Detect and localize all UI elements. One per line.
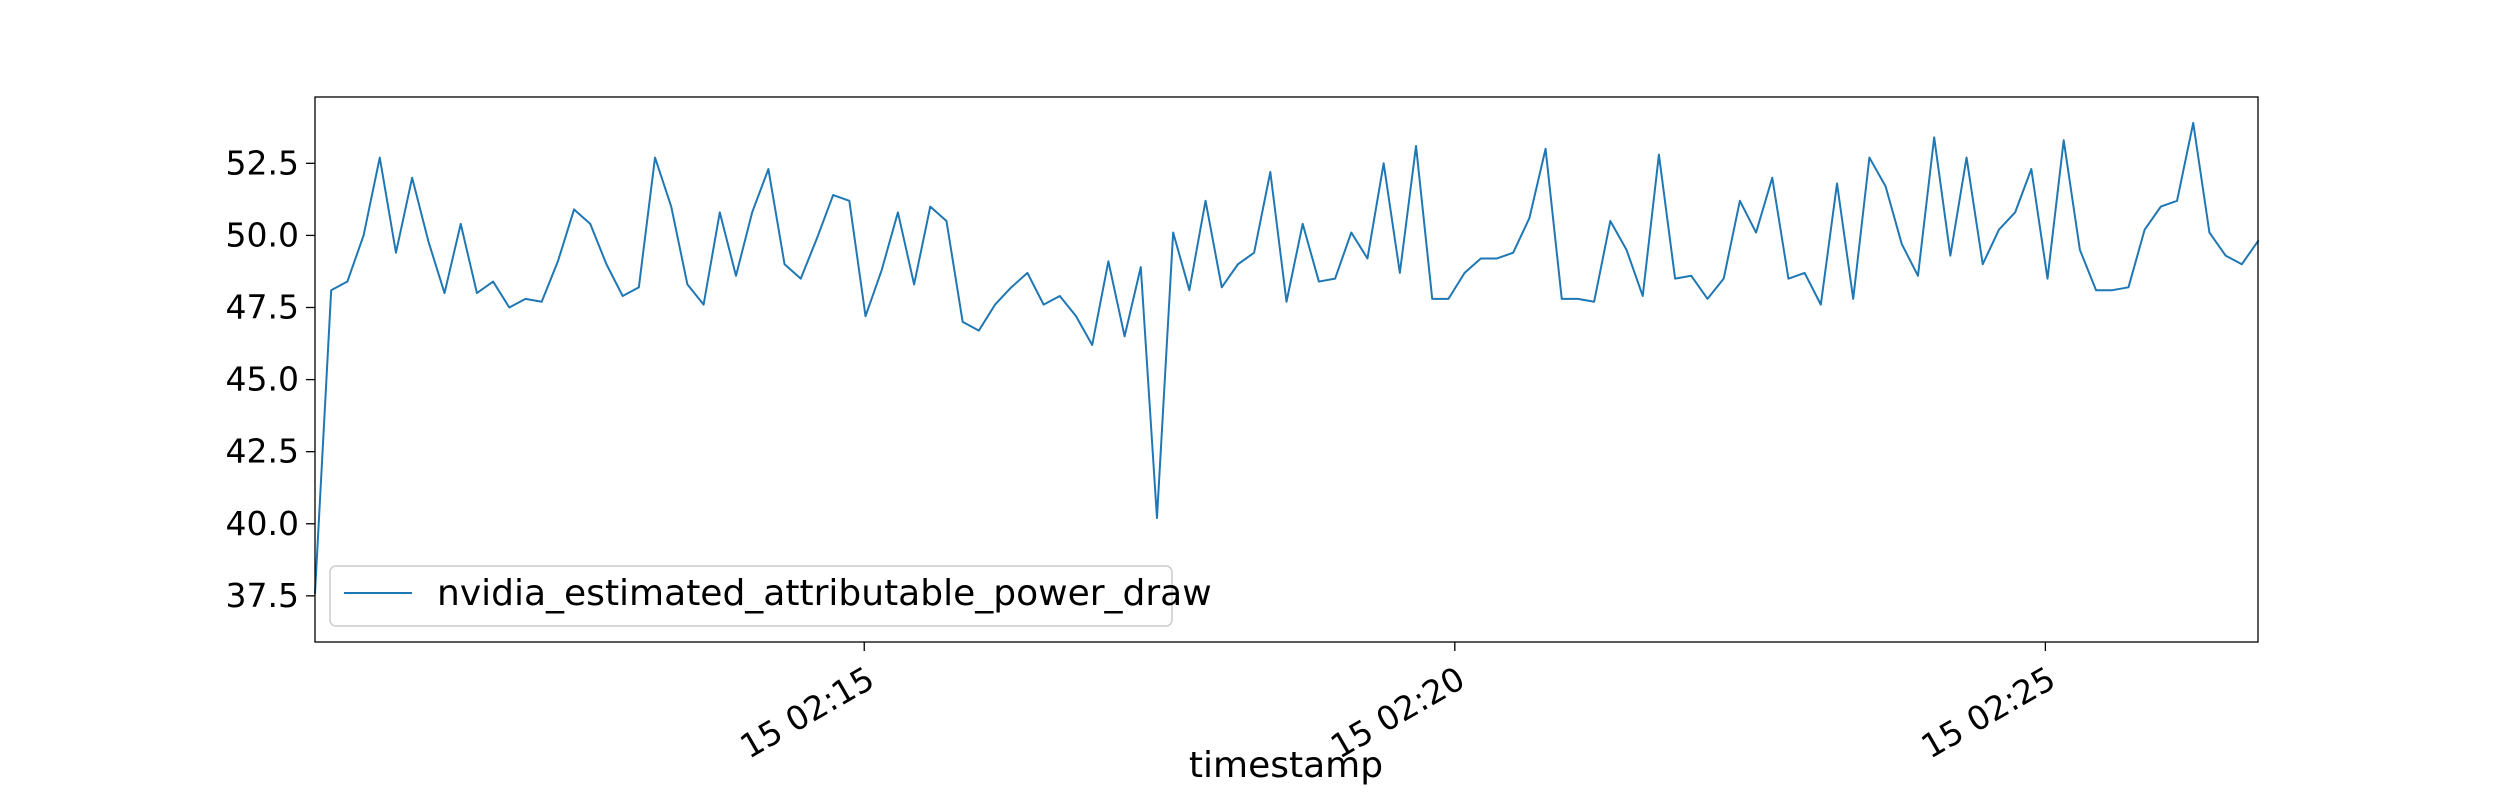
y-tick-label: 50.0 <box>226 215 299 254</box>
y-tick-label: 42.5 <box>226 432 299 471</box>
plot-frame <box>314 96 2259 643</box>
series-line-0 <box>313 121 2260 595</box>
x-axis-label: timestamp <box>1189 745 1383 786</box>
plot-area <box>313 121 2260 595</box>
legend-entry-label: nvidia_estimated_attributable_power_draw <box>437 573 1212 614</box>
y-tick-label: 40.0 <box>226 504 299 543</box>
y-tick-label: 45.0 <box>226 360 299 399</box>
y-tick-label: 37.5 <box>226 576 299 615</box>
y-axis: 37.5 40.0 42.5 45.0 47.5 50.0 52.5 <box>226 143 315 615</box>
legend: nvidia_estimated_attributable_power_draw <box>329 565 1212 627</box>
y-tick-label: 47.5 <box>226 288 299 327</box>
y-tick-label: 52.5 <box>226 143 299 182</box>
legend-frame <box>329 565 1173 627</box>
